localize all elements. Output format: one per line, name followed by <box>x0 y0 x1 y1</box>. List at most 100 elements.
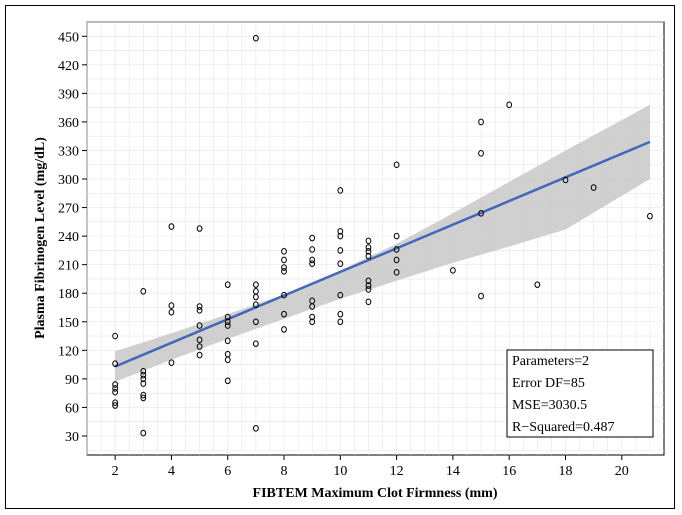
data-point <box>140 375 147 383</box>
data-point <box>506 101 513 109</box>
data-point <box>337 260 344 268</box>
data-point <box>365 244 372 251</box>
data-point <box>224 322 231 329</box>
x-tick-label: 12 <box>390 464 404 479</box>
data-point <box>450 267 456 274</box>
data-point <box>252 425 259 432</box>
data-point <box>365 237 372 245</box>
data-point <box>309 303 316 310</box>
data-point <box>140 367 147 375</box>
x-tick-label: 14 <box>446 464 460 479</box>
data-point <box>281 310 287 318</box>
x-axis-title: FIBTEM Maximum Clot Firmness (mm) <box>253 486 498 501</box>
y-tick-label: 300 <box>58 173 79 188</box>
y-tick-label: 210 <box>58 259 79 274</box>
data-point <box>112 402 119 409</box>
stats-error-df: Error DF=85 <box>512 376 585 391</box>
data-point <box>337 291 344 299</box>
data-point <box>337 228 344 235</box>
confidence-band <box>115 104 650 382</box>
data-point <box>309 246 316 253</box>
data-point <box>196 351 203 359</box>
data-point <box>140 394 147 402</box>
data-point <box>337 232 344 240</box>
data-point <box>337 247 344 254</box>
data-point <box>281 268 287 275</box>
data-point <box>252 301 259 308</box>
data-point <box>140 288 147 295</box>
data-points <box>112 34 653 437</box>
stats-r-squared: R−Squared=0.487 <box>512 420 615 435</box>
data-point <box>647 212 653 220</box>
x-tick-label: 4 <box>168 464 175 479</box>
data-point <box>365 298 372 306</box>
data-point <box>478 118 484 126</box>
data-point <box>393 232 400 240</box>
data-point <box>168 223 175 230</box>
data-point <box>393 161 400 169</box>
x-tick-label: 10 <box>333 464 347 479</box>
y-tick-label: 360 <box>58 116 79 131</box>
grid-lines <box>86 21 664 455</box>
data-point <box>478 150 484 157</box>
x-tick-label: 18 <box>558 464 572 479</box>
data-point <box>224 377 231 385</box>
data-point <box>224 356 231 364</box>
data-point <box>393 256 400 264</box>
data-point <box>562 176 569 184</box>
y-tick-label: 270 <box>58 202 79 217</box>
data-point <box>224 313 231 321</box>
data-point <box>478 209 484 217</box>
data-point <box>196 225 203 232</box>
x-tick-label: 6 <box>224 464 231 479</box>
data-point <box>309 234 316 242</box>
y-tick-label: 60 <box>65 401 79 416</box>
data-point <box>309 260 316 268</box>
x-axis-ticks: 2 4 6 8 10 12 14 16 18 20 <box>112 455 629 479</box>
y-tick-label: 150 <box>58 316 79 331</box>
data-point <box>224 281 231 288</box>
data-point <box>590 184 597 191</box>
x-tick-label: 8 <box>281 464 288 479</box>
data-point <box>252 34 259 42</box>
data-point <box>196 303 203 310</box>
confidence-band-layer <box>115 104 650 382</box>
data-point <box>112 360 119 367</box>
data-point <box>140 429 147 437</box>
x-tick-label: 20 <box>615 464 629 479</box>
data-point <box>252 281 259 288</box>
y-tick-label: 450 <box>58 30 79 45</box>
data-point <box>478 292 484 300</box>
data-point <box>140 371 147 379</box>
data-point <box>534 281 541 288</box>
data-point <box>393 246 400 253</box>
y-tick-label: 240 <box>58 230 79 245</box>
data-point <box>196 322 203 329</box>
data-point <box>112 399 119 406</box>
data-point <box>252 318 259 326</box>
data-point <box>196 336 203 344</box>
data-point <box>196 307 203 314</box>
y-axis-ticks: 30 60 90 120 150 180 210 240 270 300 330 360 390 420 4… <box>58 30 87 445</box>
x-tick-label: 16 <box>502 464 516 479</box>
y-tick-label: 330 <box>58 144 79 159</box>
data-point <box>337 187 344 194</box>
stats-box: Parameters=2 Error DF=85 MSE=3030.5 R−Sq… <box>506 349 654 438</box>
data-point <box>281 256 287 264</box>
data-point <box>112 388 119 396</box>
x-tick-label: 2 <box>112 464 119 479</box>
data-point <box>112 332 119 340</box>
y-tick-label: 390 <box>58 87 79 102</box>
stats-parameters: Parameters=2 <box>512 354 589 369</box>
data-point <box>337 318 344 326</box>
y-tick-label: 90 <box>65 373 79 388</box>
data-point <box>196 343 203 350</box>
data-point <box>393 268 400 276</box>
data-point <box>337 310 344 318</box>
data-point <box>252 293 259 301</box>
data-point <box>112 385 119 392</box>
data-point <box>281 326 287 333</box>
data-point <box>224 337 231 345</box>
regression-line <box>114 140 651 368</box>
